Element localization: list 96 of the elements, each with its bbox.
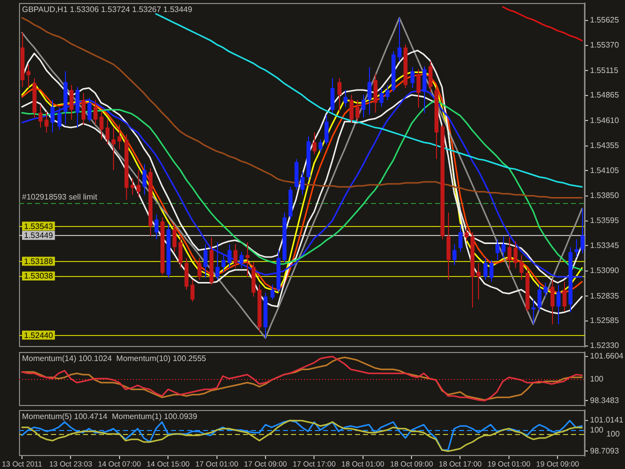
candlestick [532,299,536,325]
candlestick [502,236,506,259]
y-tick-label: 1.54865 [590,90,620,100]
candlestick [344,89,348,108]
candlestick [446,212,450,280]
candlestick [562,281,566,312]
candlestick [380,88,384,108]
y-tick-label: 1.55370 [590,40,620,50]
chart-title: Momentum(14) 100.1024 Momentum(10) 100.2555 [22,354,207,363]
chart-title: Momentum(5) 100.4714 Momentum(1) 100.0939 [22,412,198,421]
candlestick [88,97,92,122]
candlestick [198,258,202,280]
candlestick [240,252,244,268]
candlestick [574,238,578,258]
y-tick-label: 1.53850 [590,190,620,200]
candlestick [476,262,480,300]
candlestick [94,99,98,126]
candlestick [428,60,432,92]
candlestick [520,254,524,280]
ref-line-label: 100 [590,374,604,384]
y-tick-label: 1.53595 [590,216,620,226]
candlestick [106,119,110,145]
candlestick [178,236,182,268]
y-tick-label: 1.53345 [590,240,620,250]
candlestick [50,99,54,133]
candlestick [464,226,468,242]
candlestick [484,258,488,280]
y-tick-label: 1.53090 [590,266,620,276]
y-tick-label: 1.55625 [590,16,620,24]
ref-line-label: 100 [606,430,620,439]
candlestick [580,208,584,254]
candlestick [538,284,542,312]
candlestick [338,78,342,112]
ref-line-label: 1.52440 [24,330,54,340]
candlestick [330,78,334,114]
candlestick [300,172,304,196]
chart-title: GBPAUD,H1 1.53306 1.53724 1.53267 1.53449 [22,5,193,14]
candlestick [544,282,548,298]
candlestick [324,114,328,145]
candlestick [350,94,354,124]
candlestick [118,124,122,150]
candlestick [356,99,360,122]
candlestick [82,92,86,126]
candlestick [246,242,250,278]
y-tick-label: 1.54105 [590,166,620,175]
candlestick [270,284,274,300]
ref-line-label: 100 [590,426,604,435]
candlestick [228,244,232,268]
candlestick [386,84,390,100]
candlestick [362,94,366,118]
candlestick [374,74,378,114]
y-tick-label: 101.6604 [590,352,624,361]
candlestick [112,127,116,171]
candlestick [514,240,518,268]
candlestick [190,279,194,302]
annotation: #102918593 sell limit [22,192,98,202]
ref-line-label: 1.53188 [24,256,54,266]
candlestick [172,224,176,253]
candlestick [222,254,226,272]
ref-line-label: 1.53449 [24,231,54,240]
candlestick [44,111,48,133]
y-tick-label: 101.0141 [590,416,624,425]
candlestick [452,244,456,266]
candlestick [550,279,554,325]
y-tick-label: 1.52835 [590,291,620,300]
candlestick [154,214,158,240]
candlestick [490,260,494,282]
y-tick-label: 98.7093 [590,446,620,456]
ref-line-label: 1.53543 [24,222,54,231]
candlestick [136,170,140,198]
candlestick [70,84,74,120]
candlestick [496,238,500,261]
candlestick [26,64,30,89]
y-tick-label: 1.52330 [590,341,620,350]
candlestick [458,224,462,253]
candlestick [312,132,316,155]
candlestick [38,104,42,128]
candlestick [318,138,322,153]
y-tick-label: 1.54610 [590,116,620,125]
y-tick-label: 1.52585 [590,316,620,326]
candlestick [234,244,238,268]
candlestick [508,236,512,270]
candlestick [368,66,372,116]
y-tick-label: 1.55115 [590,66,619,75]
candlestick [142,164,146,196]
candlestick [130,177,134,196]
y-tick-label: 1.54355 [590,141,620,150]
y-tick-label: 98.3483 [590,396,620,405]
candlestick [410,66,414,89]
ref-line-label: 1.53038 [24,272,54,281]
candlestick [58,107,62,130]
candlestick [398,17,402,62]
candlestick [416,68,420,108]
candlestick [100,111,104,140]
candlestick [184,258,188,290]
candlestick [556,284,560,325]
